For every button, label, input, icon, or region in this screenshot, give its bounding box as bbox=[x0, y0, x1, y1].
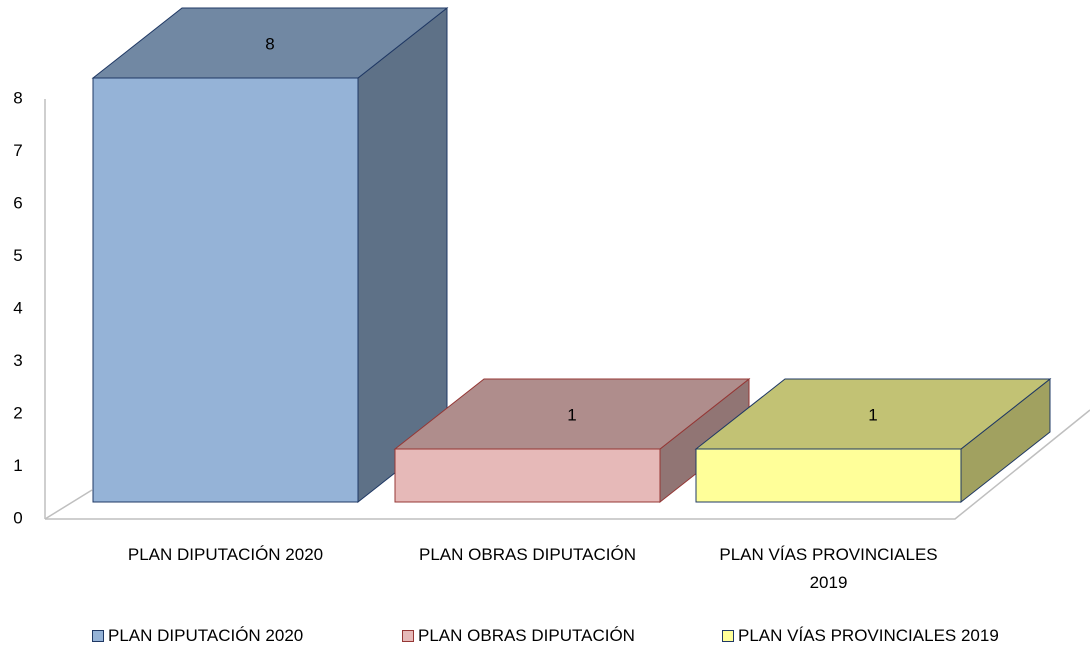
legend-swatch bbox=[722, 630, 734, 642]
y-tick-label: 8 bbox=[13, 88, 22, 107]
legend-swatch bbox=[402, 630, 414, 642]
y-tick-label: 5 bbox=[13, 246, 22, 265]
y-tick-label: 7 bbox=[13, 141, 22, 160]
data-label: 8 bbox=[265, 34, 274, 53]
y-tick-label: 4 bbox=[13, 298, 22, 317]
x-tick-label: PLAN OBRAS DIPUTACIÓN bbox=[419, 545, 636, 564]
legend-swatch bbox=[92, 630, 104, 642]
bar bbox=[394, 448, 661, 503]
floor bbox=[45, 409, 1090, 520]
y-tick-label: 0 bbox=[13, 508, 22, 527]
data-label: 1 bbox=[567, 405, 576, 424]
y-tick-label: 2 bbox=[13, 403, 22, 422]
x-tick-label: PLAN VÍAS PROVINCIALES 2019 bbox=[719, 545, 938, 592]
y-tick-label: 6 bbox=[13, 193, 22, 212]
legend-item: PLAN OBRAS DIPUTACIÓN bbox=[402, 626, 635, 646]
legend-label: PLAN OBRAS DIPUTACIÓN bbox=[418, 626, 635, 645]
legend-item: PLAN VÍAS PROVINCIALES 2019 bbox=[722, 626, 999, 646]
data-label: 1 bbox=[868, 405, 877, 424]
bar bbox=[695, 448, 962, 503]
legend-label: PLAN VÍAS PROVINCIALES 2019 bbox=[738, 626, 999, 645]
x-tick-label: PLAN DIPUTACIÓN 2020 bbox=[127, 545, 324, 564]
legend-item: PLAN DIPUTACIÓN 2020 bbox=[92, 626, 303, 646]
y-tick-label: 1 bbox=[13, 456, 22, 475]
floor-edge bbox=[44, 489, 93, 520]
legend-label: PLAN DIPUTACIÓN 2020 bbox=[108, 626, 304, 645]
y-tick-label: 3 bbox=[13, 351, 22, 370]
bar bbox=[92, 77, 359, 503]
